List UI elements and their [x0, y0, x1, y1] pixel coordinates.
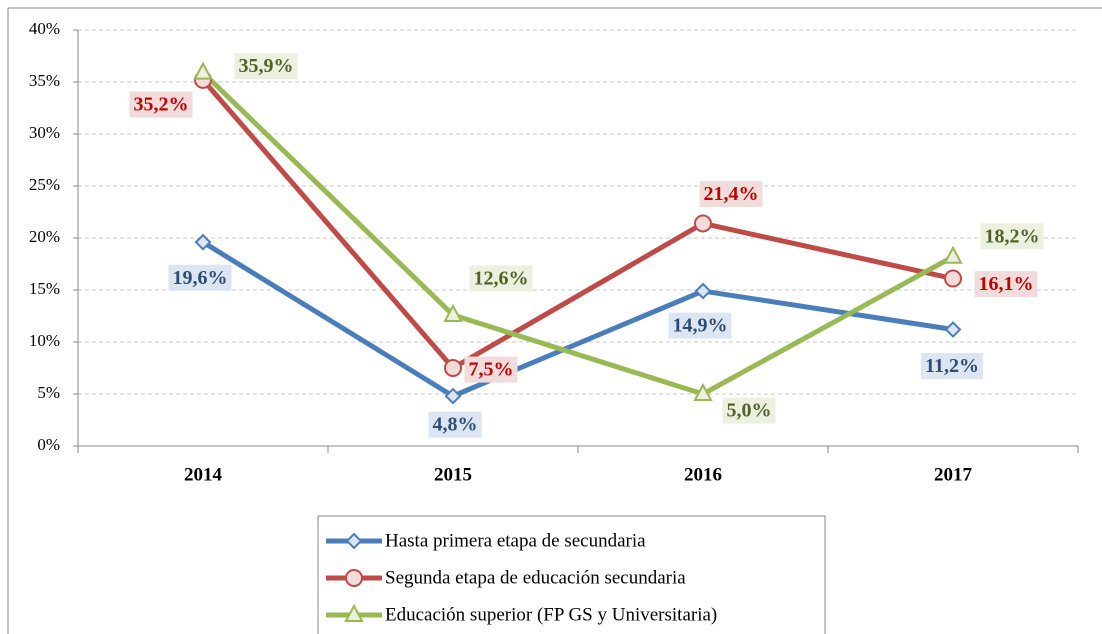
- data-label-bg: [464, 356, 518, 383]
- x-tick-label: 2017: [934, 464, 973, 485]
- series-line: [201, 78, 954, 371]
- legend-box: [317, 515, 826, 634]
- data-label-text: 35,9%: [239, 55, 294, 77]
- y-tick-label: 30%: [29, 123, 60, 142]
- marker: [944, 321, 962, 338]
- marker: [345, 532, 363, 550]
- marker: [444, 359, 462, 377]
- y-tick-label: 20%: [29, 227, 60, 246]
- data-label: 7,5%: [464, 356, 518, 383]
- y-tick-label: 35%: [29, 71, 60, 90]
- data-label: 12,6%: [469, 265, 533, 292]
- marker: [345, 569, 363, 587]
- data-label: 16,1%: [974, 271, 1038, 298]
- data-label: 4,8%: [428, 411, 482, 438]
- data-label: 14,9%: [668, 312, 732, 339]
- data-label-text: 4,8%: [433, 414, 478, 436]
- data-label-text: 11,2%: [925, 355, 979, 377]
- data-label-text: 16,1%: [979, 273, 1034, 295]
- data-label-bg: [168, 264, 232, 291]
- marker: [694, 214, 712, 233]
- series-line: [201, 240, 954, 399]
- data-label-text: 18,2%: [985, 225, 1040, 247]
- data-label: 35,9%: [234, 53, 298, 80]
- marker: [443, 303, 463, 322]
- data-label-text: 5,0%: [727, 400, 772, 422]
- data-label-text: 12,6%: [474, 268, 529, 290]
- data-label-bg: [668, 312, 732, 339]
- y-tick-label: 15%: [29, 279, 60, 298]
- data-label-bg: [722, 397, 776, 424]
- data-label-bg: [469, 265, 533, 292]
- data-label-bg: [921, 353, 983, 380]
- data-label: 21,4%: [699, 181, 763, 208]
- legend-label: Segunda etapa de educación secundaria: [385, 567, 686, 588]
- data-label-text: 35,2%: [134, 94, 189, 116]
- data-label-bg: [699, 181, 763, 208]
- marker: [693, 382, 713, 401]
- x-tick-label: 2014: [184, 464, 223, 485]
- data-label: 19,6%: [168, 264, 232, 291]
- marker: [694, 282, 712, 300]
- data-label: 18,2%: [980, 223, 1044, 250]
- marker: [943, 245, 963, 264]
- marker: [194, 233, 212, 251]
- y-tick-label: 25%: [29, 175, 60, 194]
- data-label-text: 19,6%: [173, 267, 228, 289]
- y-tick-label: 5%: [37, 383, 60, 402]
- series-line: [201, 70, 955, 397]
- data-label: 35,2%: [129, 91, 193, 118]
- marker: [344, 603, 364, 622]
- data-label-bg: [980, 223, 1044, 250]
- data-label-bg: [428, 411, 482, 438]
- y-tick-label: 10%: [29, 331, 60, 350]
- marker: [444, 387, 462, 405]
- data-label-text: 21,4%: [704, 183, 759, 205]
- legend-label: Hasta primera etapa de secundaria: [385, 530, 646, 551]
- data-label-bg: [234, 53, 298, 80]
- x-tick-label: 2016: [684, 464, 722, 485]
- data-label-bg: [129, 91, 193, 118]
- data-label-bg: [974, 271, 1038, 298]
- data-label-text: 7,5%: [469, 359, 514, 381]
- marker: [193, 61, 213, 80]
- data-label: 11,2%: [921, 353, 983, 380]
- data-label-text: 14,9%: [673, 315, 728, 337]
- legend-label: Educación superior (FP GS y Universitari…: [385, 604, 717, 625]
- x-tick-label: 2015: [434, 464, 472, 485]
- data-label: 5,0%: [722, 397, 776, 424]
- y-tick-label: 0%: [37, 435, 60, 454]
- marker: [944, 269, 962, 288]
- y-tick-label: 40%: [29, 19, 60, 38]
